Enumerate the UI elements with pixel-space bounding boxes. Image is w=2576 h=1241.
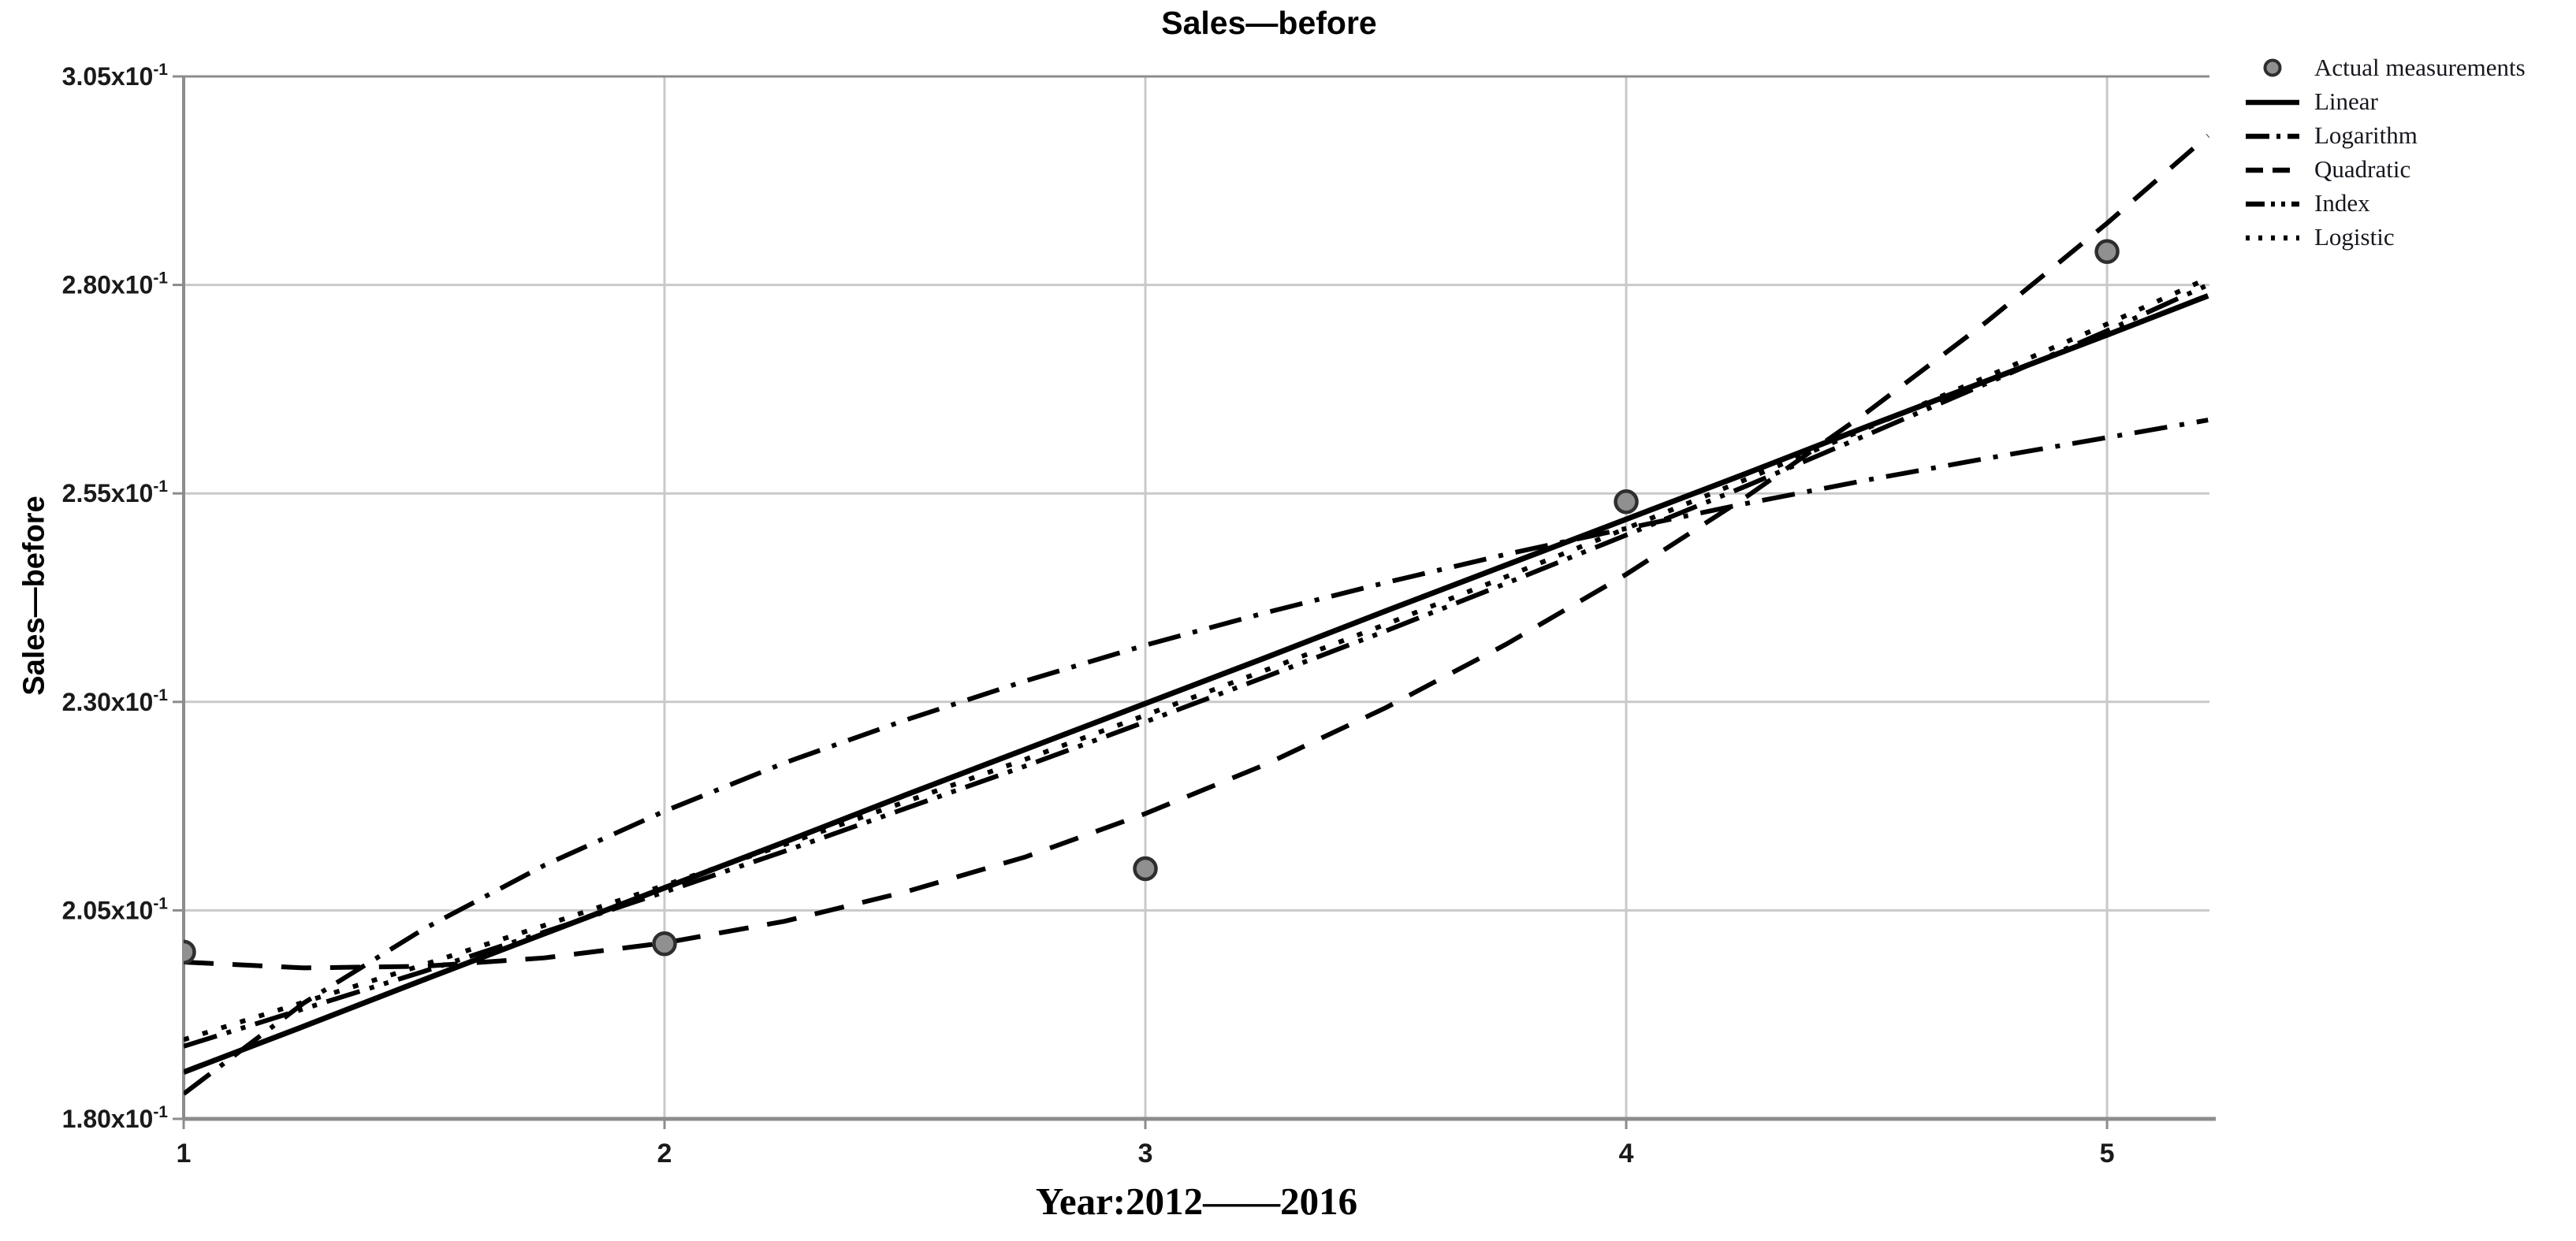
- y-tick-label: 2.80x10-1: [62, 269, 169, 299]
- data-point: [1614, 489, 1639, 515]
- x-tick-label: 3: [1138, 1139, 1153, 1169]
- y-tick-label: 3.05x10-1: [62, 61, 169, 91]
- legend-line-marker-dash-dot-dot: [2246, 201, 2299, 206]
- legend-row: Quadratic: [2243, 152, 2526, 186]
- x-tick-label: 4: [1619, 1139, 1634, 1169]
- legend-line-marker-dash-dot: [2246, 133, 2299, 139]
- legend-line-marker-dot: [2246, 235, 2299, 240]
- legend-label: Logarithm: [2314, 121, 2418, 149]
- legend-label: Index: [2314, 189, 2370, 217]
- legend-label: Quadratic: [2314, 155, 2411, 183]
- legend-row: Actual measurements: [2243, 50, 2526, 84]
- curve-logarithm: [184, 418, 2209, 1096]
- curve-quadratic: [184, 133, 2210, 971]
- legend-row: Logarithm: [2243, 118, 2526, 152]
- data-point: [652, 931, 677, 957]
- data-point: [2094, 239, 2120, 265]
- curve-logistic: [184, 276, 2209, 1042]
- curve-index: [184, 282, 2209, 1049]
- legend-row: Logistic: [2243, 220, 2526, 254]
- legend-line-marker-dash: [2246, 167, 2299, 173]
- legend-label: Linear: [2314, 87, 2378, 115]
- chart-title: Sales—before: [1161, 5, 1377, 41]
- legend-label: Actual measurements: [2314, 54, 2526, 81]
- data-point: [184, 939, 196, 965]
- x-tick-label: 2: [657, 1139, 672, 1169]
- x-tick-label: 1: [177, 1139, 192, 1169]
- legend-label: Logistic: [2314, 223, 2395, 251]
- y-tick-label: 2.05x10-1: [62, 894, 169, 924]
- legend-row: Linear: [2243, 84, 2526, 118]
- y-tick-label: 1.80x10-1: [62, 1103, 169, 1133]
- y-tick-label: 2.30x10-1: [62, 686, 169, 716]
- y-tick-label: 2.55x10-1: [62, 477, 169, 507]
- y-axis-label: Sales—before: [17, 496, 51, 696]
- data-point: [1133, 856, 1158, 882]
- x-axis-label: Year:2012——2016: [1035, 1180, 1358, 1223]
- legend: Actual measurements Linear Logarithm Quadra…: [2243, 50, 2526, 254]
- legend-point-marker: [2263, 58, 2282, 76]
- legend-row: Index: [2243, 186, 2526, 220]
- x-tick-label: 5: [2100, 1139, 2115, 1169]
- legend-line-marker-solid: [2246, 99, 2299, 105]
- curve-linear: [184, 293, 2209, 1075]
